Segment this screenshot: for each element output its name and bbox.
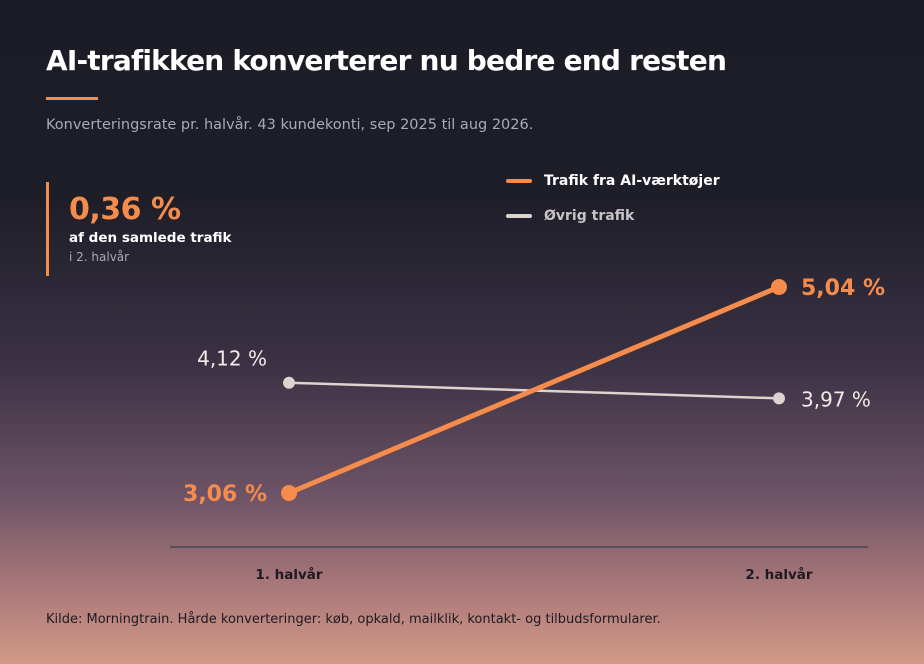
data-label-ai: 3,06 % xyxy=(183,482,267,507)
data-label-other: 4,12 % xyxy=(197,347,267,371)
chart-legend: Trafik fra AI-værktøjer Øvrig trafik xyxy=(506,170,720,240)
series-line-ai xyxy=(286,284,782,496)
legend-swatch-other xyxy=(506,214,532,218)
legend-swatch-ai xyxy=(506,179,532,183)
chart-subtitle: Konverteringsrate pr. halvår. 43 kundeko… xyxy=(46,117,534,133)
kpi-callout: 0,36 % af den samlede trafik i 2. halvår xyxy=(46,182,232,276)
chart-title: AI-trafikken konverterer nu bedre end re… xyxy=(46,44,727,77)
data-point-other xyxy=(283,376,295,389)
title-underline xyxy=(46,97,98,100)
x-tick-label: 2. halvår xyxy=(745,566,812,583)
legend-item-other: Øvrig trafik xyxy=(506,205,720,227)
data-label-ai: 5,04 % xyxy=(801,276,885,301)
data-point-ai xyxy=(771,279,787,295)
kpi-label: af den samlede trafik xyxy=(69,230,232,246)
data-point-other xyxy=(773,392,785,405)
legend-label-other: Øvrig trafik xyxy=(544,208,635,224)
source-note: Kilde: Morningtrain. Hårde konverteringe… xyxy=(46,612,661,627)
legend-item-ai: Trafik fra AI-værktøjer xyxy=(506,170,720,192)
legend-label-ai: Trafik fra AI-værktøjer xyxy=(544,173,720,189)
kpi-sublabel: i 2. halvår xyxy=(69,250,130,264)
kpi-value: 0,36 % xyxy=(69,192,181,227)
data-point-ai xyxy=(281,485,297,501)
data-label-other: 3,97 % xyxy=(801,387,871,411)
x-tick-label: 1. halvår xyxy=(255,566,322,583)
